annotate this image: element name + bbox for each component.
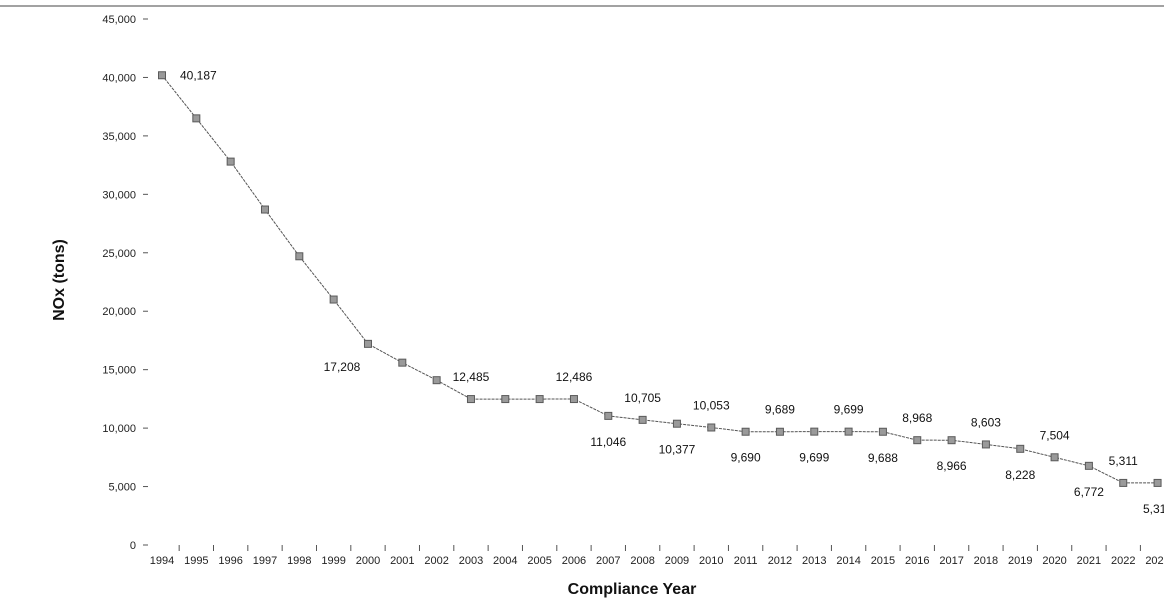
x-tick-label: 2008 — [630, 555, 654, 567]
y-tick-label: 5,000 — [108, 482, 136, 494]
x-tick-label: 2020 — [1042, 555, 1066, 567]
x-tick-label: 2003 — [459, 555, 483, 567]
data-point-marker — [1016, 444, 1025, 453]
data-point-marker — [192, 114, 201, 123]
data-label: 5,311 — [1143, 502, 1164, 516]
x-tick-label: 2001 — [390, 555, 414, 567]
y-tick-label: 25,000 — [102, 248, 136, 260]
data-label: 8,228 — [1005, 468, 1035, 482]
y-tick-label: 40,000 — [102, 72, 136, 84]
data-label: 9,699 — [834, 403, 864, 417]
x-tick-label: 2007 — [596, 555, 620, 567]
data-point-marker — [432, 376, 441, 385]
x-tick-label: 2000 — [356, 555, 380, 567]
data-point-marker — [672, 419, 681, 428]
data-point-marker — [158, 71, 166, 80]
data-point-marker — [260, 205, 269, 214]
data-point-marker — [363, 339, 372, 348]
x-tick-label: 2022 — [1111, 555, 1135, 567]
data-label: 7,504 — [1040, 428, 1070, 442]
data-labels: 40,187 17,208 12,485 12,486 11,046 10,705 10,3… — [180, 68, 1164, 516]
y-axis-title: NOx (tons) — [51, 239, 68, 321]
data-point-marker — [398, 358, 407, 367]
data-label: 12,485 — [453, 370, 490, 384]
x-tick-label: 2016 — [905, 555, 929, 567]
data-point-marker — [947, 436, 956, 445]
x-tick-label: 2005 — [527, 555, 551, 567]
data-point-marker — [1084, 461, 1093, 470]
data-label: 11,046 — [590, 435, 626, 449]
x-tick-label: 2011 — [734, 555, 758, 567]
data-point-marker — [226, 157, 235, 166]
x-tick-label: 2018 — [974, 555, 998, 567]
data-point-marker — [810, 427, 819, 436]
x-tick-label: 2012 — [768, 555, 792, 567]
y-axis-ticks: 0 5,000 10,000 15,000 20,000 25,000 30,000 35,0… — [102, 14, 148, 552]
data-point-marker — [535, 395, 544, 404]
data-point-marker — [878, 427, 887, 436]
x-tick-label: 2006 — [562, 555, 586, 567]
data-point-marker — [1153, 478, 1162, 487]
data-label: 6,772 — [1074, 485, 1104, 499]
x-tick-label: 1996 — [218, 555, 242, 567]
data-label: 8,968 — [902, 411, 932, 425]
y-tick-label: 10,000 — [102, 423, 136, 435]
y-tick-label: 30,000 — [102, 189, 136, 201]
data-point-marker — [501, 395, 510, 404]
data-label: 8,603 — [971, 415, 1001, 429]
x-tick-label: 2017 — [939, 555, 963, 567]
data-point-marker — [569, 395, 578, 404]
x-tick-label: 2019 — [1008, 555, 1032, 567]
data-label: 12,486 — [556, 370, 593, 384]
data-point-marker — [707, 423, 716, 432]
data-label: 9,688 — [868, 451, 898, 465]
data-point-marker — [638, 415, 647, 424]
x-tick-label: 2014 — [836, 555, 860, 567]
x-tick-label: 2002 — [424, 555, 448, 567]
data-point-marker — [913, 436, 922, 445]
data-point-marker — [604, 411, 613, 420]
data-point-marker — [329, 295, 338, 304]
data-label: 8,966 — [937, 459, 967, 473]
x-tick-label: 1994 — [150, 555, 174, 567]
data-label: 17,208 — [324, 360, 361, 374]
series-group — [158, 71, 1162, 487]
y-tick-label: 0 — [130, 540, 136, 552]
data-label: 9,689 — [765, 403, 795, 417]
data-label: 5,311 — [1109, 454, 1138, 468]
x-tick-label: 2009 — [665, 555, 689, 567]
x-tick-label: 2021 — [1077, 555, 1101, 567]
data-label: 10,705 — [624, 391, 661, 405]
data-point-marker — [775, 427, 784, 436]
data-point-marker — [981, 440, 990, 449]
x-tick-label: 1998 — [287, 555, 311, 567]
data-point-marker — [741, 427, 750, 436]
x-tick-label: 2004 — [493, 555, 517, 567]
data-label: 9,699 — [799, 451, 829, 465]
data-point-marker — [466, 395, 475, 404]
data-point-marker — [1119, 478, 1128, 487]
series-line — [161, 74, 1158, 484]
data-label: 9,690 — [731, 451, 761, 465]
y-tick-label: 35,000 — [102, 131, 136, 143]
x-tick-label: 1997 — [253, 555, 277, 567]
x-tick-label: 2010 — [699, 555, 723, 567]
data-point-marker — [295, 252, 304, 261]
data-point-marker — [844, 427, 853, 436]
x-tick-label: 1999 — [321, 555, 345, 567]
x-tick-label: 2015 — [871, 555, 895, 567]
x-axis-ticks: 1994 1995 1996 1997 1998 1999 2000 2001 2002 2003… — [150, 545, 1164, 567]
y-tick-label: 20,000 — [102, 306, 136, 318]
data-point-marker — [1050, 453, 1059, 462]
x-tick-label: 2023 — [1145, 555, 1164, 567]
data-label: 10,053 — [693, 398, 730, 412]
data-label: 40,187 — [180, 68, 217, 82]
x-tick-label: 2013 — [802, 555, 826, 567]
x-tick-label: 1995 — [184, 555, 208, 567]
y-tick-label: 15,000 — [102, 365, 136, 377]
data-label: 10,377 — [659, 443, 696, 457]
y-tick-label: 45,000 — [102, 14, 136, 26]
x-axis-title: Compliance Year — [568, 581, 697, 598]
